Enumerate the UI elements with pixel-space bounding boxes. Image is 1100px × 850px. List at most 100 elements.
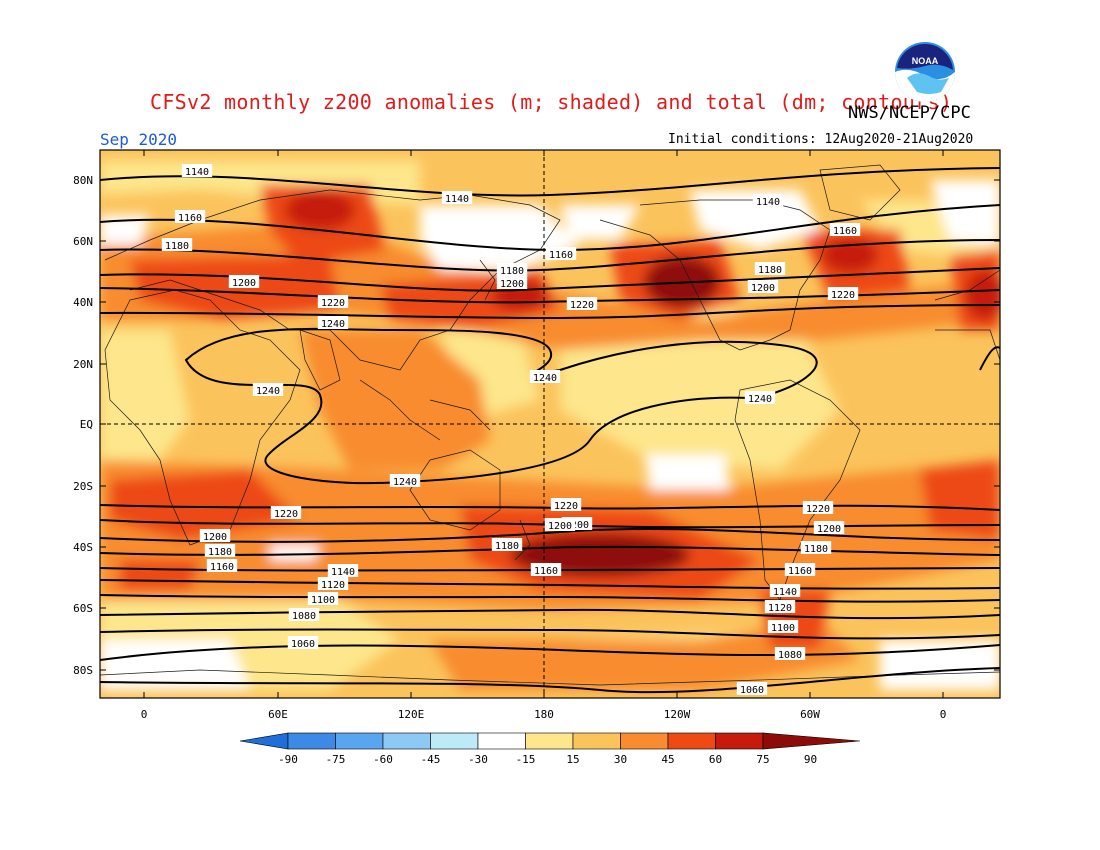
svg-text:1200: 1200 — [232, 278, 256, 289]
contour-labels: 1140 1140 1140 1160 1160 1160 1180 1180 1180 1200… — [161, 164, 861, 696]
contour-label: 1200 — [199, 529, 231, 543]
contour-label: 1220 — [802, 501, 834, 515]
contour-label: 1220 — [270, 506, 302, 520]
svg-text:1160: 1160 — [833, 226, 857, 237]
svg-text:1160: 1160 — [549, 250, 573, 261]
contour-label: 1060 — [287, 636, 319, 650]
svg-text:1220: 1220 — [806, 504, 830, 515]
lon-label: 120W — [664, 708, 691, 721]
svg-text:1060: 1060 — [740, 685, 764, 696]
contour-label: 1140 — [752, 194, 784, 208]
colorbar-label: -90 — [278, 753, 298, 766]
svg-text:1100: 1100 — [771, 623, 795, 634]
lat-label: EQ — [80, 418, 93, 431]
lon-label: 120E — [398, 708, 425, 721]
colorbar-label: -45 — [421, 753, 441, 766]
lon-label: 60W — [800, 708, 820, 721]
svg-text:1180: 1180 — [495, 541, 519, 552]
latitude-ticks — [100, 179, 1000, 671]
svg-text:1200: 1200 — [548, 521, 572, 532]
lat-label: 80S — [73, 664, 93, 677]
svg-text:1140: 1140 — [185, 167, 209, 178]
lat-label: 20N — [73, 358, 93, 371]
svg-text:1200: 1200 — [565, 520, 589, 531]
contour-label: 1220 — [317, 295, 349, 309]
svg-text:1160: 1160 — [178, 213, 202, 224]
svg-text:1120: 1120 — [321, 580, 345, 591]
contour-label: 1240 — [317, 316, 349, 330]
contour-label: 1160 — [545, 247, 577, 261]
svg-text:1160: 1160 — [534, 566, 558, 577]
contour-label: 1160 — [174, 210, 206, 224]
lat-label: 40N — [73, 296, 93, 309]
svg-text:1080: 1080 — [778, 650, 802, 661]
colorbar-swatch — [572, 732, 621, 750]
lon-label: 0 — [940, 708, 947, 721]
contour-label: 1140 — [181, 164, 213, 178]
contour-label: 1220 — [566, 297, 598, 311]
colorbar-label: 60 — [709, 753, 722, 766]
colorbar-swatch — [430, 732, 479, 750]
svg-text:1180: 1180 — [208, 547, 232, 558]
logo-text: NOAA — [912, 56, 939, 66]
svg-text:1200: 1200 — [817, 524, 841, 535]
contour-label: 1220 — [550, 498, 582, 512]
contour-label: 1100 — [767, 620, 799, 634]
contour-label: 1240 — [529, 370, 561, 384]
contour-label: 1180 — [800, 541, 832, 555]
svg-text:1220: 1220 — [274, 509, 298, 520]
svg-text:1140: 1140 — [331, 567, 355, 578]
svg-text:1060: 1060 — [291, 639, 315, 650]
svg-text:1160: 1160 — [788, 566, 812, 577]
svg-text:1080: 1080 — [292, 611, 316, 622]
svg-text:1140: 1140 — [445, 194, 469, 205]
colorbar-swatch — [382, 732, 431, 750]
contour-label: 1200 — [544, 518, 576, 532]
colorbar-label: -30 — [468, 753, 488, 766]
contour-label: 1120 — [317, 577, 349, 591]
reference-lines — [100, 150, 1000, 698]
height-contours — [100, 167, 1000, 694]
colorbar-label: 45 — [661, 753, 674, 766]
svg-text:1240: 1240 — [533, 373, 557, 384]
lat-label: 20S — [73, 480, 93, 493]
contour-label: 1100 — [307, 592, 339, 606]
contour-label: 1180 — [754, 262, 786, 276]
svg-text:1200: 1200 — [500, 279, 524, 290]
colorbar-swatch — [239, 732, 289, 750]
contour-label: 1120 — [764, 600, 796, 614]
contour-label: 1080 — [774, 647, 806, 661]
lon-label: 0 — [141, 708, 148, 721]
contour-label: 1160 — [206, 559, 238, 573]
lat-label: 80N — [73, 174, 93, 187]
colorbar-label: 90 — [804, 753, 817, 766]
colorbar-swatch — [762, 732, 861, 750]
colorbar-swatch — [715, 732, 764, 750]
colorbar-swatch — [620, 732, 669, 750]
contour-label: 1240 — [389, 474, 421, 488]
svg-text:1100: 1100 — [311, 595, 335, 606]
contour-label: 1240 — [744, 391, 776, 405]
lon-label: 180 — [534, 708, 554, 721]
contour-label: 1160 — [784, 563, 816, 577]
contour-label: 1200 — [813, 521, 845, 535]
svg-text:1220: 1220 — [321, 298, 345, 309]
contour-label: 1180 — [204, 544, 236, 558]
contour-label: 1180 — [491, 538, 523, 552]
map-title: CFSv2 monthly z200 anomalies (m; shaded)… — [150, 90, 953, 114]
lat-label: 60S — [73, 602, 93, 615]
colorbar-swatch — [667, 732, 716, 750]
forecast-month: Sep 2020 — [100, 130, 178, 149]
svg-text:1180: 1180 — [758, 265, 782, 276]
svg-text:1180: 1180 — [500, 266, 524, 277]
noaa-logo: NOAA — [895, 42, 955, 102]
colorbar-label: 75 — [756, 753, 769, 766]
colorbar-label: 15 — [566, 753, 579, 766]
colorbar-label: -75 — [326, 753, 346, 766]
svg-text:1220: 1220 — [570, 300, 594, 311]
lon-label: 60E — [268, 708, 288, 721]
contour-label: 1200 — [496, 276, 528, 290]
colorbar-swatch — [525, 732, 574, 750]
contour-label: 1180 — [496, 263, 528, 277]
